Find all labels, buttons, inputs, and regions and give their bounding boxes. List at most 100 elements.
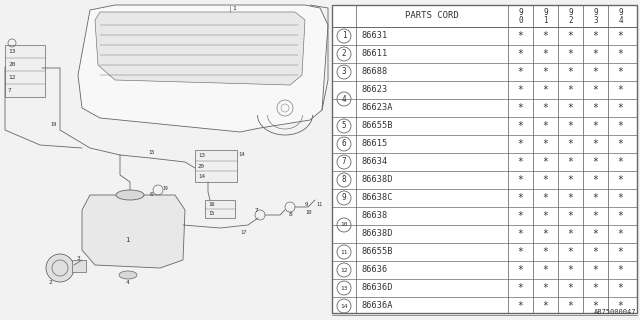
Text: *: *	[518, 211, 524, 221]
Text: 17: 17	[240, 230, 246, 236]
Text: *: *	[618, 31, 623, 41]
Text: *: *	[618, 175, 623, 185]
Text: 1: 1	[543, 16, 548, 25]
Text: *: *	[593, 157, 598, 167]
Text: *: *	[568, 103, 573, 113]
Text: *: *	[568, 247, 573, 257]
Text: *: *	[618, 157, 623, 167]
Text: *: *	[618, 67, 623, 77]
Text: *: *	[618, 301, 623, 311]
Text: 8: 8	[342, 175, 346, 185]
Text: *: *	[543, 139, 548, 149]
Text: 86638D: 86638D	[361, 229, 392, 238]
Bar	[205, 200, 235, 218]
Text: 13: 13	[8, 49, 15, 54]
Text: 9: 9	[543, 8, 548, 17]
Text: *: *	[618, 265, 623, 275]
Text: 4: 4	[126, 281, 130, 285]
Text: *: *	[543, 283, 548, 293]
Text: 19: 19	[50, 123, 56, 127]
Text: 2: 2	[568, 16, 573, 25]
Text: *: *	[543, 157, 548, 167]
Text: *: *	[568, 229, 573, 239]
Text: 7: 7	[342, 157, 346, 166]
Bar	[5, 45, 45, 97]
Text: 8: 8	[289, 212, 292, 218]
Text: *: *	[618, 49, 623, 59]
Text: *: *	[593, 85, 598, 95]
Polygon shape	[78, 5, 328, 132]
Text: 86623A: 86623A	[361, 103, 392, 113]
Text: *: *	[568, 175, 573, 185]
Text: 1: 1	[342, 31, 346, 41]
Text: 9: 9	[568, 8, 573, 17]
Text: 9: 9	[305, 202, 308, 206]
Text: *: *	[518, 49, 524, 59]
Text: 13: 13	[340, 285, 348, 291]
Text: 12: 12	[8, 75, 15, 80]
Text: *: *	[518, 157, 524, 167]
Text: 4: 4	[618, 16, 623, 25]
Bar	[72, 260, 86, 272]
Text: *: *	[543, 301, 548, 311]
Circle shape	[46, 254, 74, 282]
Bar	[332, 5, 637, 313]
Text: *: *	[593, 49, 598, 59]
Text: *: *	[518, 139, 524, 149]
Text: 14: 14	[340, 303, 348, 308]
Bar	[332, 5, 637, 313]
Text: 86636A: 86636A	[361, 301, 392, 310]
Text: *: *	[543, 265, 548, 275]
Text: 4: 4	[342, 94, 346, 103]
Text: *: *	[593, 283, 598, 293]
Text: *: *	[518, 31, 524, 41]
Text: *: *	[618, 193, 623, 203]
Text: *: *	[618, 229, 623, 239]
Text: 86636D: 86636D	[361, 284, 392, 292]
Text: 13: 13	[198, 153, 205, 158]
Text: *: *	[543, 175, 548, 185]
Text: *: *	[593, 229, 598, 239]
Text: *: *	[568, 193, 573, 203]
Text: 86634: 86634	[361, 157, 387, 166]
Text: *: *	[518, 193, 524, 203]
Text: 9: 9	[618, 8, 623, 17]
Text: 0: 0	[518, 16, 523, 25]
Text: 14: 14	[198, 174, 205, 179]
Text: *: *	[593, 211, 598, 221]
Text: *: *	[518, 175, 524, 185]
Text: *: *	[618, 211, 623, 221]
Text: 10: 10	[305, 211, 312, 215]
Text: 3: 3	[593, 16, 598, 25]
Text: *: *	[568, 139, 573, 149]
Text: *: *	[518, 265, 524, 275]
Text: *: *	[593, 301, 598, 311]
Text: 10: 10	[340, 222, 348, 228]
Text: *: *	[593, 31, 598, 41]
Text: *: *	[593, 193, 598, 203]
Text: 86655B: 86655B	[361, 122, 392, 131]
Text: *: *	[618, 139, 623, 149]
Text: *: *	[568, 49, 573, 59]
Text: *: *	[518, 103, 524, 113]
Text: 15: 15	[208, 211, 214, 216]
Text: *: *	[543, 85, 548, 95]
Text: *: *	[518, 283, 524, 293]
Text: *: *	[593, 247, 598, 257]
Text: 86638D: 86638D	[361, 175, 392, 185]
Text: 9: 9	[342, 194, 346, 203]
Text: *: *	[518, 67, 524, 77]
Text: *: *	[543, 49, 548, 59]
Text: 86638C: 86638C	[361, 194, 392, 203]
Text: 2: 2	[48, 281, 52, 285]
Text: *: *	[618, 247, 623, 257]
Text: 11: 11	[340, 250, 348, 254]
Text: *: *	[618, 121, 623, 131]
Text: *: *	[543, 103, 548, 113]
Polygon shape	[82, 195, 185, 268]
Bar	[195, 150, 237, 182]
Text: *: *	[568, 67, 573, 77]
Text: 86611: 86611	[361, 50, 387, 59]
Text: 1: 1	[125, 237, 129, 243]
Text: 7: 7	[255, 207, 259, 212]
